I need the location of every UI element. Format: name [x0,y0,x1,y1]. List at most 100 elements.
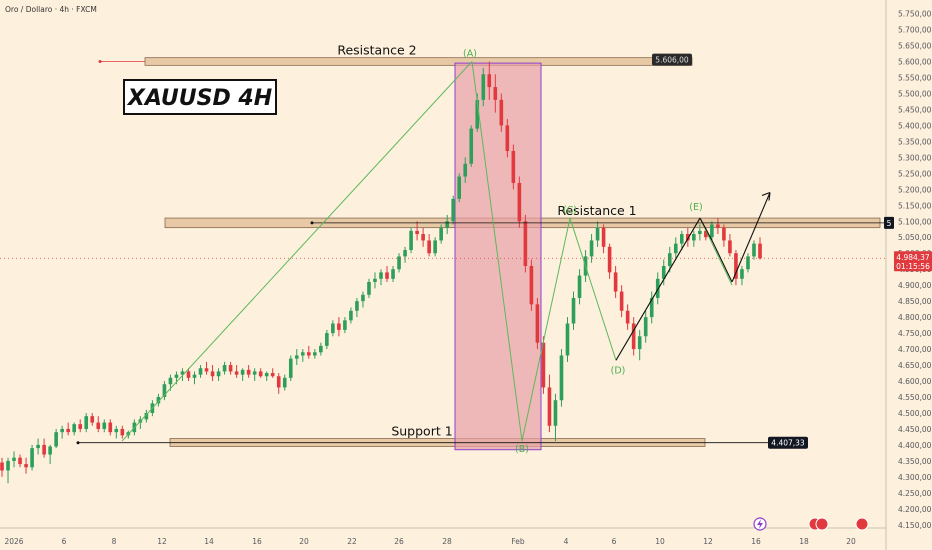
wave-line [121,61,473,442]
x-tick-label: 12 [157,537,167,546]
candle-body [698,230,702,235]
candle-body [54,432,58,447]
price-tag-label: 5.606,00 [655,56,689,65]
us-flag-icon[interactable] [815,517,829,531]
ray-anchor [310,221,314,225]
candle-body [24,464,28,468]
candle-body [168,377,173,385]
candle-body [180,371,185,375]
x-tick-label: 18 [799,537,809,546]
y-tick-label: 5.600,00 [898,58,932,67]
candle-body [463,163,468,177]
wave-label: (B) [515,444,529,455]
y-tick-label: 5.550,00 [898,73,932,82]
candle-body [601,227,606,247]
candle-body [403,250,407,257]
x-tick-label: 16 [252,537,262,546]
candle-body [439,227,443,241]
lines-layer [0,60,886,445]
candle-body [415,230,419,235]
candle-body [487,74,492,88]
candle-body [541,342,546,388]
x-tick-label: 28 [442,537,452,546]
candle-body [481,74,486,100]
projection-line [699,217,713,241]
y-tick-label: 5.450,00 [898,105,932,114]
price-tag [884,216,894,229]
candle-body [240,369,245,375]
candle-body [48,446,52,455]
candle-body [18,457,22,465]
price-tag [652,53,692,66]
candle-body [288,358,293,378]
x-tick-label: 26 [394,537,404,546]
y-tick-label: 4.450,00 [898,425,932,434]
x-tick-label: 14 [204,537,214,546]
candle-body [337,323,341,330]
y-tick-label: 4.350,00 [898,457,932,466]
labels-layer: Resistance 2 Resistance 1 Support 1 (A) (B) (… [337,43,702,455]
wave-line [569,217,617,361]
candle-body [746,256,750,270]
candle-body [511,150,516,183]
candle-body [361,294,365,302]
candle-body [613,272,618,292]
y-tick-label: 5.050,00 [898,233,932,242]
candle-body [421,234,425,241]
x-axis[interactable]: 2026 6 8 12 14 16 20 22 26 28 Feb 4 6 10 12 16 18 20 [4,537,856,546]
event-icons[interactable] [753,517,869,531]
y-tick-label: 5.350,00 [898,137,932,146]
candle-body [264,373,269,377]
candle-body [270,373,275,377]
candle-body [445,221,449,228]
x-tick-label: 4 [564,537,569,546]
current-price-tag [894,251,932,272]
candle-body [649,297,654,318]
candle-body [631,323,636,350]
candle-body [156,397,161,404]
candle-body [619,291,624,311]
candle-body [559,355,564,401]
lightning-icon-glyph [757,519,763,529]
symbol-title: Oro / Dollaro · 4h · FXCM [5,5,97,14]
y-tick-label: 5.300,00 [898,153,932,162]
candle-body [667,253,672,266]
candle-body [710,224,714,238]
y-tick-label: 4.800,00 [898,313,932,322]
projection-line [731,192,771,283]
wave-line [471,61,523,442]
candle-body [679,234,684,244]
candle-body [475,99,480,129]
candle-body [553,400,558,426]
candle-body [373,278,377,282]
y-tick-label: 4.300,00 [898,473,932,482]
zone-band [144,57,693,66]
candle-body [246,369,251,375]
candle-body [595,227,600,241]
x-tick-label: 10 [655,537,665,546]
y-tick-label: 5.500,00 [898,89,932,98]
candle-body [728,240,732,254]
candle-body [174,374,179,378]
y-tick-label: 4.150,00 [898,521,932,530]
candle-body [523,221,528,266]
candle-body [78,424,83,429]
y-axis[interactable]: 5.750,00 5.700,00 5.650,00 5.600,00 5.550,00… [898,10,932,530]
us-flag-icon[interactable] [855,517,869,531]
y-tick-label: 5.650,00 [898,42,932,51]
x-tick-label: 22 [347,537,357,546]
x-tick-label: 16 [751,537,761,546]
candle-body [90,416,95,423]
candle-body [577,275,582,298]
y-tick-label: 4.250,00 [898,489,932,498]
candle-body [210,371,215,377]
x-tick-label: 2026 [4,537,23,546]
candle-body [198,368,203,375]
candle-body [258,371,263,377]
candle-body [589,240,594,257]
candle-body [234,371,239,375]
y-tick-label: 4.550,00 [898,393,932,402]
x-tick-label: 6 [62,537,67,546]
price-tag [768,436,808,449]
